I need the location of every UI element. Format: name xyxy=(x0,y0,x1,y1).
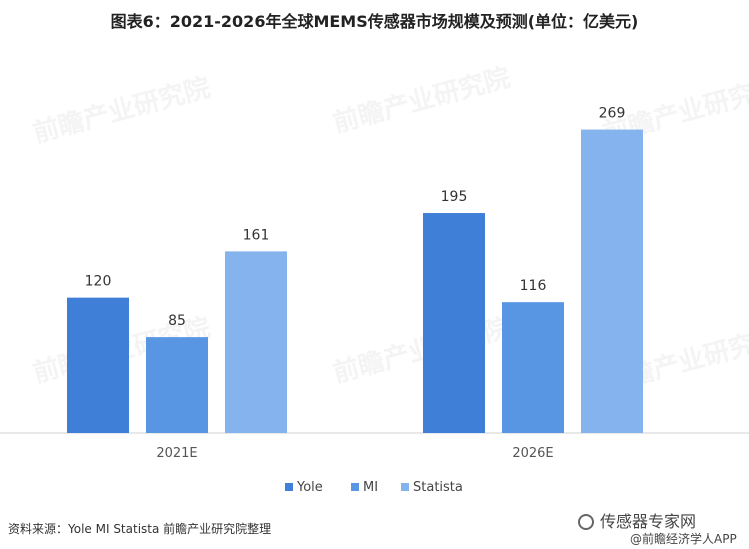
bar-statista-2021e xyxy=(225,251,287,433)
bar-mi-2026e xyxy=(502,302,564,433)
data-label: 161 xyxy=(243,227,270,243)
x-tick-label: 2026E xyxy=(512,446,553,461)
data-label: 85 xyxy=(168,313,186,329)
data-label: 116 xyxy=(520,278,547,294)
data-label: 120 xyxy=(85,274,112,290)
legend-swatch xyxy=(351,483,359,491)
data-label: 269 xyxy=(599,106,626,122)
bar-mi-2021e xyxy=(146,337,208,433)
bar-statista-2026e xyxy=(581,129,643,433)
legend-swatch xyxy=(285,483,293,491)
legend-entry: Statista xyxy=(413,480,463,495)
sub-brand-label: @前瞻经济学人APP xyxy=(630,532,737,546)
legend-entry: Yole xyxy=(296,480,323,495)
wechat-icon xyxy=(578,514,594,530)
chart-title: 图表6：2021-2026年全球MEMS传感器市场规模及预测(单位：亿美元) xyxy=(110,12,639,31)
bar-yole-2026e xyxy=(423,213,485,433)
brand-label: 传感器专家网 xyxy=(578,508,696,532)
legend-swatch xyxy=(401,483,409,491)
x-tick-label: 2021E xyxy=(156,446,197,461)
legend-entry: MI xyxy=(363,480,378,495)
data-label: 195 xyxy=(441,189,468,205)
brand-name: 传感器专家网 xyxy=(600,512,697,531)
source-note: 资料来源：Yole MI Statista 前瞻产业研究院整理 xyxy=(8,522,272,536)
bar-yole-2021e xyxy=(67,297,129,433)
